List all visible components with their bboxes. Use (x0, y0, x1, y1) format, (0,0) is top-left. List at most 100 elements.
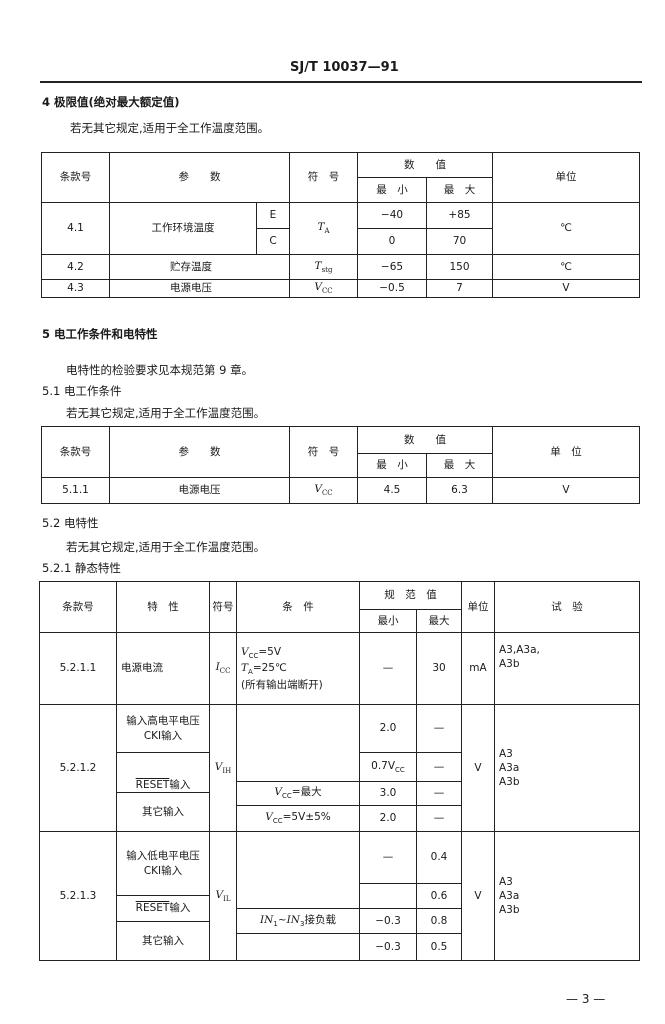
cell-min (359, 883, 417, 909)
cell-min: 4.5 (357, 477, 427, 504)
header-value: 数 值 (357, 152, 493, 178)
cell-test: A3 A3a A3b (494, 704, 640, 832)
header-unit: 单位 (492, 152, 640, 203)
cell-char: 输入高电平电压 CKI输入 (116, 704, 210, 753)
cell-max: 0.8 (416, 908, 462, 934)
cell-char: 其它输入 (116, 792, 210, 832)
header-symbol: 符号 (209, 581, 237, 633)
section-5-note: 电特性的检验要求见本规范第 9 章。 (66, 363, 254, 377)
cell-max: — (416, 781, 462, 806)
header-char: 特 性 (116, 581, 210, 633)
cell-max: 0.6 (416, 883, 462, 909)
cell-grade: E (256, 202, 290, 229)
cell-min: 0.7VCC (359, 752, 417, 782)
cell-cond: VCC=最大 (236, 781, 360, 806)
cell-max: 70 (426, 228, 493, 255)
section-5-2-heading: 5.2 电特性 (42, 516, 99, 530)
cell-min: 2.0 (359, 704, 417, 753)
section-4-heading: 4 极限值(绝对最大额定值) (42, 95, 180, 109)
cell-test: A3 A3a A3b (494, 831, 640, 961)
cell-cond (236, 704, 360, 782)
cell-unit: ℃ (492, 254, 640, 280)
cell-char: 输入低电平电压 CKI输入 (116, 831, 210, 896)
cell-param: 电源电压 (109, 477, 290, 504)
header-min: 最小 (359, 609, 417, 633)
cell-unit: V (461, 704, 495, 832)
cell-min: 3.0 (359, 781, 417, 806)
cell-param: 贮存温度 (109, 254, 290, 280)
section-5-2-note: 若无其它规定,适用于全工作温度范围。 (66, 540, 266, 554)
cell-symbol: ICC (209, 632, 237, 705)
header-max: 最大 (416, 609, 462, 633)
header-rule (40, 81, 642, 83)
doc-number: SJ/T 10037—91 (290, 60, 399, 75)
cell-cond (236, 933, 360, 961)
header-cond: 条 件 (236, 581, 360, 633)
section-4-note: 若无其它规定,适用于全工作温度范围。 (70, 121, 270, 135)
header-max: 最 大 (426, 177, 493, 203)
cell-max: 6.3 (426, 477, 493, 504)
cell-max: 150 (426, 254, 493, 280)
cell-max: — (416, 752, 462, 782)
header-min: 最 小 (357, 453, 427, 478)
section-5-1-heading: 5.1 电工作条件 (42, 384, 122, 398)
cell-unit: ℃ (492, 202, 640, 255)
cell-unit: mA (461, 632, 495, 705)
header-spec: 规 范 值 (359, 581, 462, 610)
cell-max: — (416, 704, 462, 753)
cell-max: — (416, 805, 462, 832)
cell-cond: VCC=5V TA=25℃ (所有输出端断开) (236, 632, 360, 705)
section-5-heading: 5 电工作条件和电特性 (42, 327, 158, 341)
section-5-2-1-heading: 5.2.1 静态特性 (42, 561, 121, 575)
cell-min: 2.0 (359, 805, 417, 832)
header-param: 参 数 (109, 426, 290, 478)
cell-min: 0 (357, 228, 427, 255)
cell-param: 工作环境温度 (109, 202, 257, 255)
cell-min: −65 (357, 254, 427, 280)
cell-test: A3,A3a, A3b (494, 632, 640, 705)
cell-min: −0.3 (359, 908, 417, 934)
cell-symbol: VIL (209, 831, 237, 961)
cell-min: −0.3 (359, 933, 417, 961)
cell-char: 其它输入 (116, 921, 210, 961)
cell-clause: 5.2.1.3 (39, 831, 117, 961)
cell-symbol: VIH (209, 704, 237, 832)
cell-char: 电源电流 (116, 632, 210, 705)
cell-clause: 5.1.1 (41, 477, 110, 504)
cell-char: RESET输入 (116, 752, 210, 793)
cell-clause: 4.1 (41, 202, 110, 255)
cell-cond: IN1~IN3接负载 (236, 908, 360, 934)
cell-clause: 4.3 (41, 279, 110, 298)
cell-max: 0.5 (416, 933, 462, 961)
header-clause: 条款号 (39, 581, 117, 633)
cell-min: −40 (357, 202, 427, 229)
cell-min: — (359, 632, 417, 705)
cell-symbol: VCC (289, 279, 358, 298)
cell-cond: VCC=5V±5% (236, 805, 360, 832)
cell-max: 7 (426, 279, 493, 298)
header-value: 数 值 (357, 426, 493, 454)
header-clause: 条款号 (41, 426, 110, 478)
header-param: 参 数 (109, 152, 290, 203)
cell-unit: V (492, 477, 640, 504)
header-symbol: 符 号 (289, 152, 358, 203)
header-min: 最 小 (357, 177, 427, 203)
cell-clause: 5.2.1.1 (39, 632, 117, 705)
cell-grade: C (256, 228, 290, 255)
header-clause: 条款号 (41, 152, 110, 203)
cell-clause: 5.2.1.2 (39, 704, 117, 832)
header-test: 试 验 (494, 581, 640, 633)
cell-max: 0.4 (416, 831, 462, 884)
cell-symbol: VCC (289, 477, 358, 504)
header-unit: 单位 (461, 581, 495, 633)
cell-unit: V (492, 279, 640, 298)
header-symbol: 符 号 (289, 426, 358, 478)
cell-min: −0.5 (357, 279, 427, 298)
cell-char: RESET输入 (116, 895, 210, 922)
header-unit: 单 位 (492, 426, 640, 478)
cell-param: 电源电压 (109, 279, 290, 298)
cell-symbol: TA (289, 202, 358, 255)
cell-symbol: Tstg (289, 254, 358, 280)
header-max: 最 大 (426, 453, 493, 478)
cell-min: — (359, 831, 417, 884)
